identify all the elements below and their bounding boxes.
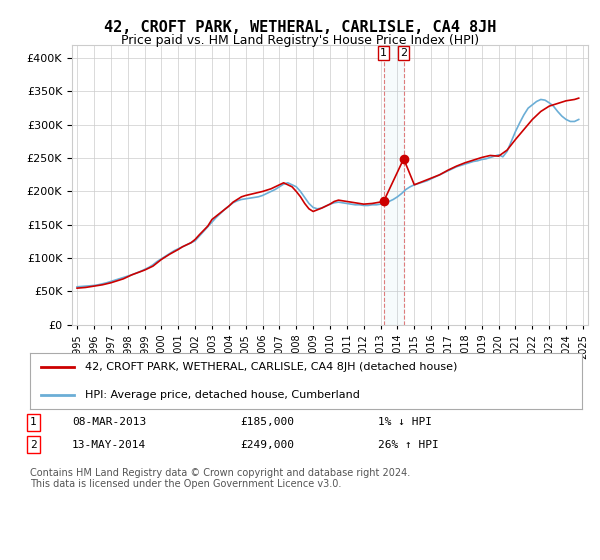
Text: £185,000: £185,000 bbox=[240, 417, 294, 427]
Text: Contains HM Land Registry data © Crown copyright and database right 2024.
This d: Contains HM Land Registry data © Crown c… bbox=[30, 468, 410, 489]
Text: Price paid vs. HM Land Registry's House Price Index (HPI): Price paid vs. HM Land Registry's House … bbox=[121, 34, 479, 46]
Text: 1: 1 bbox=[380, 48, 387, 58]
Text: 2: 2 bbox=[30, 440, 37, 450]
Text: 26% ↑ HPI: 26% ↑ HPI bbox=[378, 440, 439, 450]
Text: 1% ↓ HPI: 1% ↓ HPI bbox=[378, 417, 432, 427]
Text: 08-MAR-2013: 08-MAR-2013 bbox=[72, 417, 146, 427]
Text: 13-MAY-2014: 13-MAY-2014 bbox=[72, 440, 146, 450]
Text: 2: 2 bbox=[400, 48, 407, 58]
Bar bbox=[383, 45, 404, 325]
Text: £249,000: £249,000 bbox=[240, 440, 294, 450]
Text: HPI: Average price, detached house, Cumberland: HPI: Average price, detached house, Cumb… bbox=[85, 390, 360, 400]
Text: 42, CROFT PARK, WETHERAL, CARLISLE, CA4 8JH: 42, CROFT PARK, WETHERAL, CARLISLE, CA4 … bbox=[104, 20, 496, 35]
Text: 1: 1 bbox=[30, 417, 37, 427]
Text: 42, CROFT PARK, WETHERAL, CARLISLE, CA4 8JH (detached house): 42, CROFT PARK, WETHERAL, CARLISLE, CA4 … bbox=[85, 362, 458, 372]
